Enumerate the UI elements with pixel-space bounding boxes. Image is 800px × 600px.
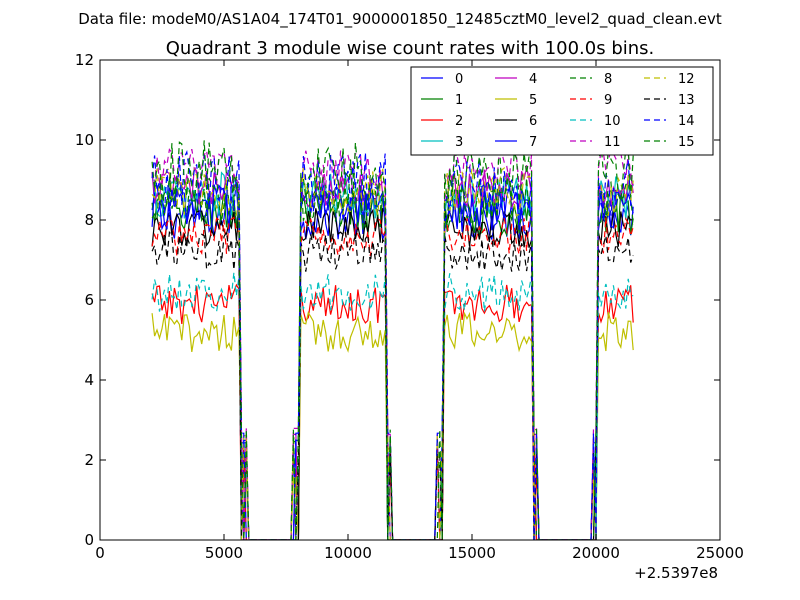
legend-label: 1: [455, 93, 463, 108]
x-tick-label: 10000: [324, 544, 372, 562]
legend-label: 8: [604, 72, 612, 87]
series-line-6: [151, 208, 634, 540]
figure-suptitle: Data file: modeM0/AS1A04_174T01_90000018…: [78, 10, 722, 29]
legend-label: 9: [604, 93, 612, 108]
x-offset-label: +2.5397e8: [634, 564, 718, 582]
legend-label: 14: [678, 114, 695, 129]
legend-box: [410, 66, 714, 156]
x-tick-label: 15000: [448, 544, 496, 562]
y-tick-label: 12: [75, 51, 94, 69]
x-tick-label: 5000: [205, 544, 243, 562]
legend-label: 15: [678, 135, 695, 150]
legend-label: 7: [529, 135, 537, 150]
series-line-2: [151, 283, 634, 540]
legend-label: 5: [529, 93, 537, 108]
x-tick-label: 25000: [696, 544, 744, 562]
y-tick-label: 0: [84, 531, 94, 549]
legend-label: 12: [678, 72, 695, 87]
series-line-7: [151, 182, 634, 540]
series-line-9: [151, 215, 634, 540]
legend-label: 6: [529, 114, 537, 129]
series-line-3: [152, 171, 634, 540]
series-line-4: [151, 166, 634, 540]
series-layer: [151, 140, 634, 540]
legend-label: 11: [604, 135, 621, 150]
legend-label: 3: [455, 135, 463, 150]
legend-label: 4: [529, 72, 537, 87]
y-tick-label: 2: [84, 451, 94, 469]
x-tick-label: 0: [95, 544, 105, 562]
legend-label: 10: [604, 114, 621, 129]
series-line-10: [151, 272, 634, 540]
y-tick-label: 4: [84, 371, 94, 389]
y-tick-label: 6: [84, 291, 94, 309]
legend-label: 0: [455, 72, 463, 87]
legend-label: 13: [678, 93, 695, 108]
series-line-15: [151, 140, 634, 540]
x-tick-label: 20000: [572, 544, 620, 562]
series-line-5: [151, 311, 634, 540]
chart-title: Quadrant 3 module wise count rates with …: [166, 38, 655, 59]
y-tick-label: 10: [75, 131, 94, 149]
legend-label: 2: [455, 114, 463, 129]
y-tick-label: 8: [84, 211, 94, 229]
